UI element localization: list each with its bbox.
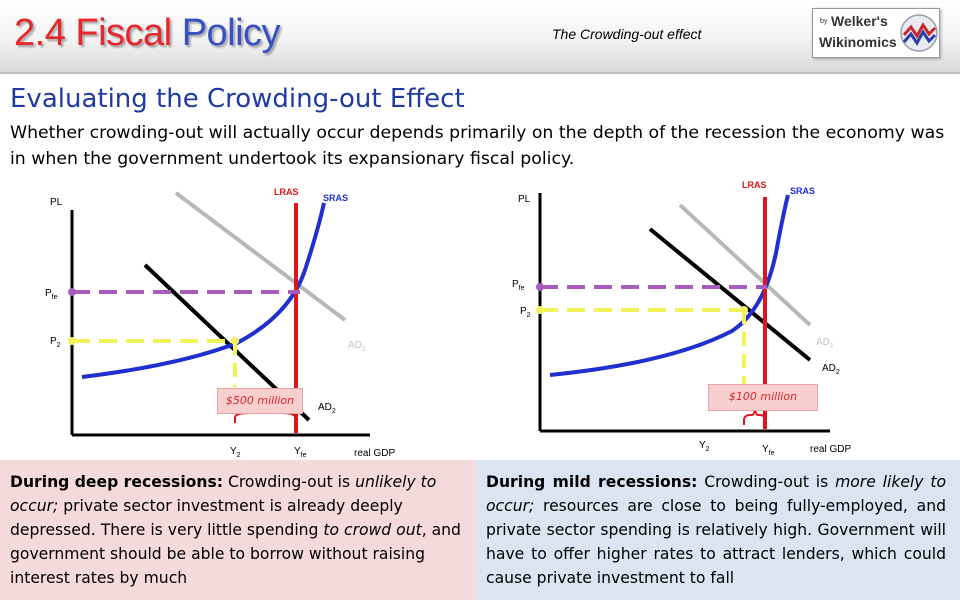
crowding-out-amount-callout: $100 million <box>708 384 818 411</box>
wikinomics-logo-icon <box>900 14 938 52</box>
deep-lead: During deep recessions: <box>10 473 224 491</box>
lras-label: LRAS <box>742 180 767 190</box>
equilibrium-ad2-point <box>231 337 239 345</box>
deep-emphasis-1: unlikely to occur; <box>10 473 437 515</box>
x-axis-label: real GDP <box>810 444 851 455</box>
mild-recession-diagram: PL real GDP AD1 AD2 SRAS LRAS Pfe P2 <box>470 175 940 460</box>
title-word-fiscal: Fiscal <box>75 12 172 54</box>
sras-label: SRAS <box>323 193 348 203</box>
mild-recession-textbox: During mild recessions: Crowding-out is … <box>476 460 960 600</box>
deep-recession-svg: PL real GDP AD1 AD2 SRAS LRAS Pfe P2 <box>45 187 395 459</box>
title-number: 2.4 <box>14 12 66 54</box>
ad2-curve <box>648 227 812 362</box>
sras-label: SRAS <box>790 186 815 196</box>
logo-name-text: Welker's <box>831 13 888 29</box>
mild-lead: During mild recessions: <box>486 473 698 491</box>
lras-label: LRAS <box>274 187 299 197</box>
y2-label: Y2 <box>699 440 710 453</box>
mild-text-1: Crowding-out is <box>697 473 836 491</box>
logo-sub-text: Wikinomics <box>819 34 897 50</box>
ad1-label: AD1 <box>816 337 834 350</box>
title-word-policy: Policy <box>181 12 281 54</box>
ad1-label: AD1 <box>348 340 366 353</box>
mild-recession-svg: PL real GDP AD1 AD2 SRAS LRAS Pfe P2 <box>512 180 851 457</box>
sras-curve <box>549 194 790 377</box>
pfe-point <box>536 283 544 291</box>
slide-title: 2.4 Fiscal Policy <box>14 12 281 55</box>
y2-label: Y2 <box>230 446 241 459</box>
section-heading: Evaluating the Crowding-out Effect <box>10 84 465 114</box>
logo-by-text: by <box>820 18 828 25</box>
intro-paragraph: Whether crowding-out will actually occur… <box>10 123 945 169</box>
x-axis-label: real GDP <box>354 448 395 459</box>
ad2-label: AD2 <box>822 363 840 376</box>
deep-text-1: Crowding-out is <box>223 473 356 491</box>
ad2-label: AD2 <box>318 402 336 415</box>
pfe-label: Pfe <box>512 279 525 292</box>
logo: by Welker's Wikinomics <box>812 8 940 58</box>
yfe-label: Yfe <box>294 446 307 459</box>
deep-recession-textbox: During deep recessions: Crowding-out is … <box>0 460 476 600</box>
crowding-out-amount-callout: $500 million <box>217 388 303 414</box>
ad1-curve <box>174 191 347 322</box>
pfe-point <box>68 288 76 296</box>
subtopic-label: The Crowding-out effect <box>552 26 702 42</box>
y-axis-label: PL <box>50 197 63 208</box>
deep-text-3: , and government should be able to borro… <box>10 521 461 587</box>
header-divider <box>0 72 960 74</box>
deep-text-2: private sector investment is already dee… <box>10 497 403 539</box>
p2-point <box>536 306 544 314</box>
deep-emphasis-2: to crowd out <box>323 521 422 539</box>
mild-emphasis-1: more likely to occur; <box>486 473 946 515</box>
deep-recession-diagram: PL real GDP AD1 AD2 SRAS LRAS Pfe P2 <box>0 175 470 460</box>
yfe-label: Yfe <box>762 444 775 457</box>
p2-point <box>68 337 76 345</box>
equilibrium-ad2-point <box>740 306 748 314</box>
p2-label: P2 <box>520 306 531 319</box>
sras-curve <box>81 202 326 379</box>
p2-label: P2 <box>50 336 61 349</box>
ad1-curve <box>678 203 812 327</box>
crowding-out-brace <box>743 408 766 425</box>
y-axis-label: PL <box>518 194 531 205</box>
slide-header: 2.4 Fiscal Policy The Crowding-out effec… <box>0 0 960 72</box>
mild-text-2: resources are close to being fully-emplo… <box>486 497 946 587</box>
pfe-label: Pfe <box>45 288 58 301</box>
